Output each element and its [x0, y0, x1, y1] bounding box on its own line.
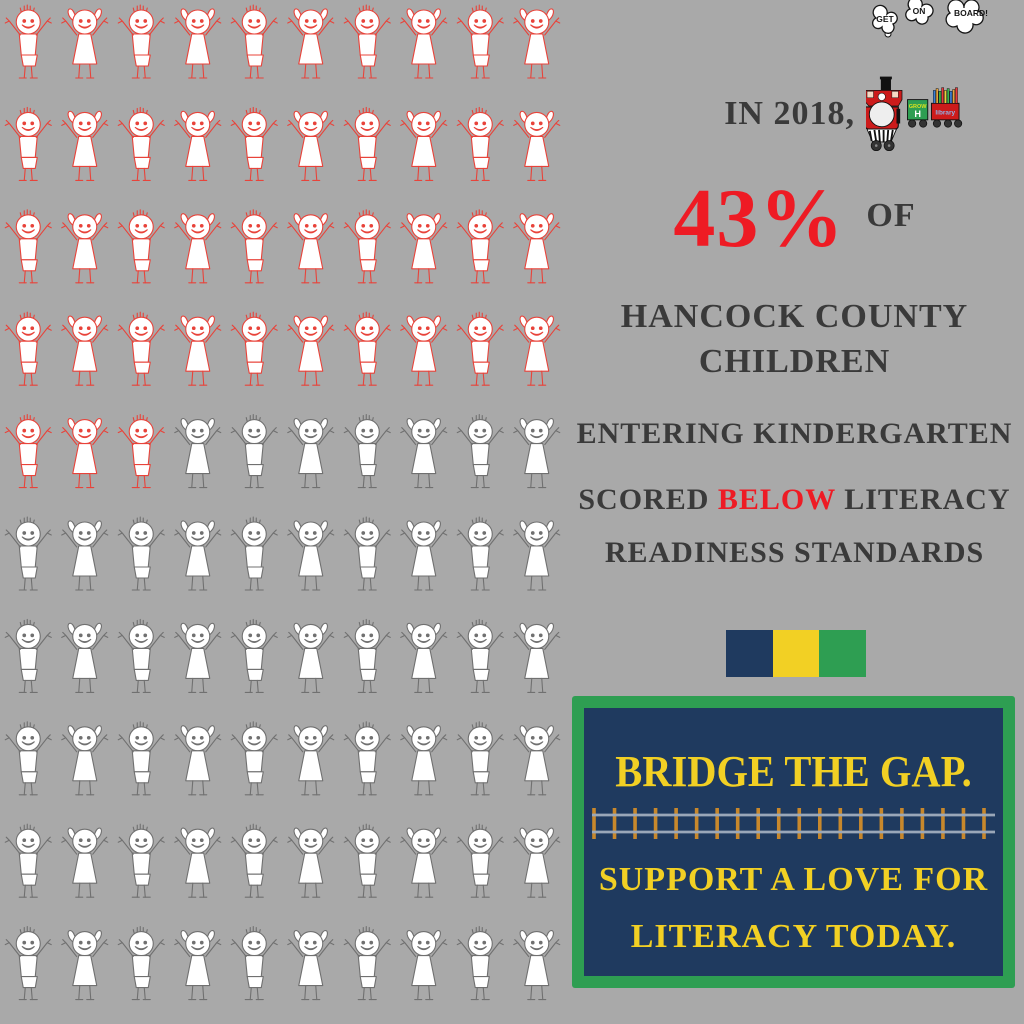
- svg-text:GET: GET: [876, 14, 894, 24]
- svg-text:H: H: [914, 109, 921, 119]
- svg-text:ON: ON: [913, 6, 926, 16]
- svg-text:library: library: [935, 109, 955, 116]
- svg-text:BOARD!: BOARD!: [954, 8, 988, 18]
